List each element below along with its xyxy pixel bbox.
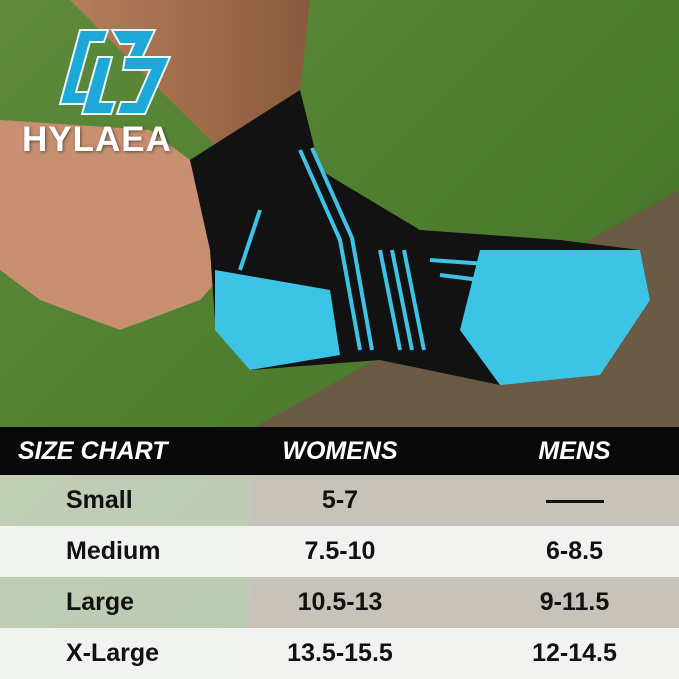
size-label: Large [66,588,135,616]
size-label: X-Large [66,639,160,667]
size-chart-table: SIZE CHART WOMENS MENS Small 5-7 Medium … [0,427,679,679]
size-label: Small [66,486,133,514]
table-row: Small 5-7 [0,475,679,526]
womens-size: 7.5-10 [304,537,376,565]
header-mens: MENS [538,436,611,465]
brand-logo [58,29,172,115]
mens-size: 12-14.5 [532,639,617,667]
mens-size: 6-8.5 [546,537,603,565]
dash-not-available [545,499,604,503]
header-womens: WOMENS [282,436,398,465]
header-size-chart: SIZE CHART [18,436,168,465]
table-row: Large 10.5-13 9-11.5 [0,577,679,628]
size-chart-header: SIZE CHART WOMENS MENS [0,427,679,475]
table-row: X-Large 13.5-15.5 12-14.5 [0,628,679,679]
mens-size [460,486,679,515]
brand-name: HYLAEA [22,120,172,159]
size-label: Medium [66,537,161,565]
womens-size: 10.5-13 [297,588,383,616]
womens-size: 5-7 [321,486,359,514]
mens-size: 9-11.5 [539,588,610,616]
womens-size: 13.5-15.5 [287,639,393,667]
table-row: Medium 7.5-10 6-8.5 [0,526,679,577]
